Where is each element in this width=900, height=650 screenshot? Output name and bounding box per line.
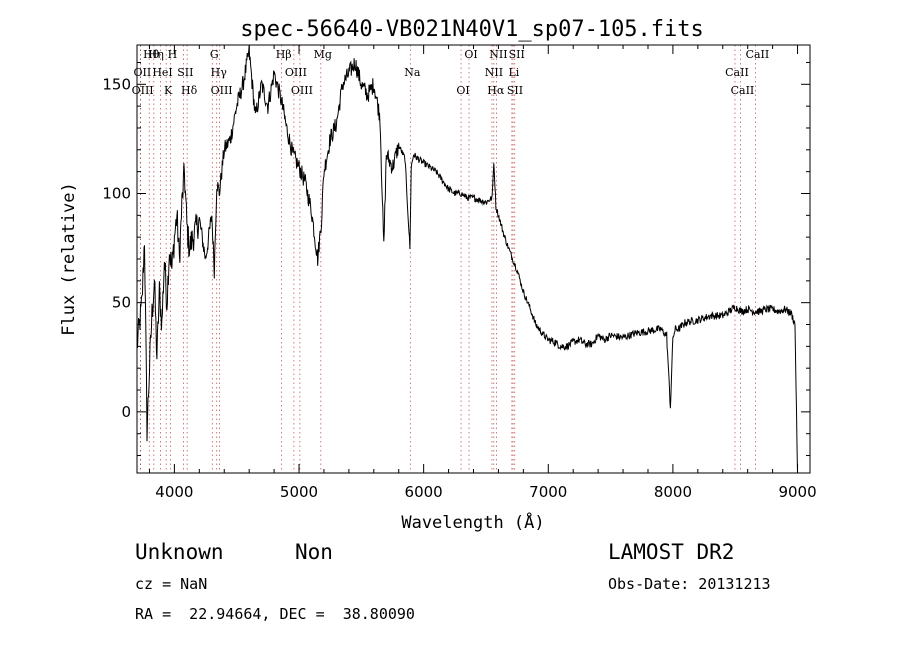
- x-axis-label: Wavelength (Å): [401, 511, 544, 533]
- marker-label: Hγ: [211, 66, 228, 79]
- spectrum-line: [136, 44, 798, 474]
- marker-label: G: [210, 48, 219, 61]
- x-tick-label: 8000: [654, 483, 692, 501]
- marker-label: K: [164, 84, 173, 97]
- marker-label: Hη: [148, 48, 164, 61]
- x-tick-label: 6000: [405, 483, 443, 501]
- y-tick-label: 0: [121, 403, 131, 421]
- x-tick-label: 9000: [778, 483, 816, 501]
- marker-label: Mg: [314, 48, 332, 61]
- survey-label: LAMOST DR2: [608, 540, 735, 564]
- y-tick-label: 50: [112, 294, 131, 312]
- marker-label: NII: [485, 66, 503, 79]
- obs-date: Obs-Date: 20131213: [608, 575, 771, 593]
- marker-label: OIII: [211, 84, 233, 97]
- subclass-label: Non: [295, 540, 333, 564]
- marker-label: CaII: [731, 84, 755, 97]
- marker-label: H: [168, 48, 178, 61]
- marker-label: Na: [404, 66, 421, 79]
- marker-label: CaII: [725, 66, 749, 79]
- y-axis-ticks: 0 50 100 150: [102, 61, 810, 457]
- marker-label: OIII: [291, 84, 313, 97]
- cz-value: cz = NaN: [135, 575, 208, 593]
- y-tick-label: 100: [102, 184, 131, 202]
- marker-label: Hθ: [143, 48, 160, 61]
- chart-title: spec-56640-VB021N40V1_sp07-105.fits: [240, 17, 704, 42]
- marker-label: NII: [489, 48, 507, 61]
- x-tick-label: 4000: [155, 483, 193, 501]
- x-axis-ticks: 4000 5000 6000 7000 8000 9000: [148, 45, 817, 501]
- y-axis-label: Flux (relative): [59, 182, 79, 336]
- line-markers: [140, 45, 756, 473]
- class-label: Unknown: [135, 540, 224, 564]
- y-tick-label: 150: [102, 75, 131, 93]
- marker-label: SII: [509, 48, 525, 61]
- marker-label: Hα: [487, 84, 505, 97]
- marker-label: OI: [464, 48, 477, 61]
- marker-label: Hβ: [276, 48, 292, 61]
- plot-frame: [136, 44, 811, 474]
- x-tick-label: 5000: [280, 483, 318, 501]
- marker-label: OIII: [132, 84, 154, 97]
- ra-dec: RA = 22.94664, DEC = 38.80090: [135, 605, 415, 623]
- marker-label: Hδ: [181, 84, 198, 97]
- marker-label: SII: [177, 66, 193, 79]
- marker-label: OI: [456, 84, 469, 97]
- x-tick-label: 7000: [529, 483, 567, 501]
- marker-label: CaII: [746, 48, 770, 61]
- marker-label: SII: [507, 84, 523, 97]
- marker-label: OII: [134, 66, 152, 79]
- line-marker-labels: Hθ OII OIII Hη HeI K H SII Hδ G Hγ OIII Hβ OIII OIII Mg…: [132, 48, 770, 97]
- marker-label: Li: [508, 66, 519, 79]
- marker-label: OIII: [285, 66, 307, 79]
- marker-label: HeI: [152, 66, 172, 79]
